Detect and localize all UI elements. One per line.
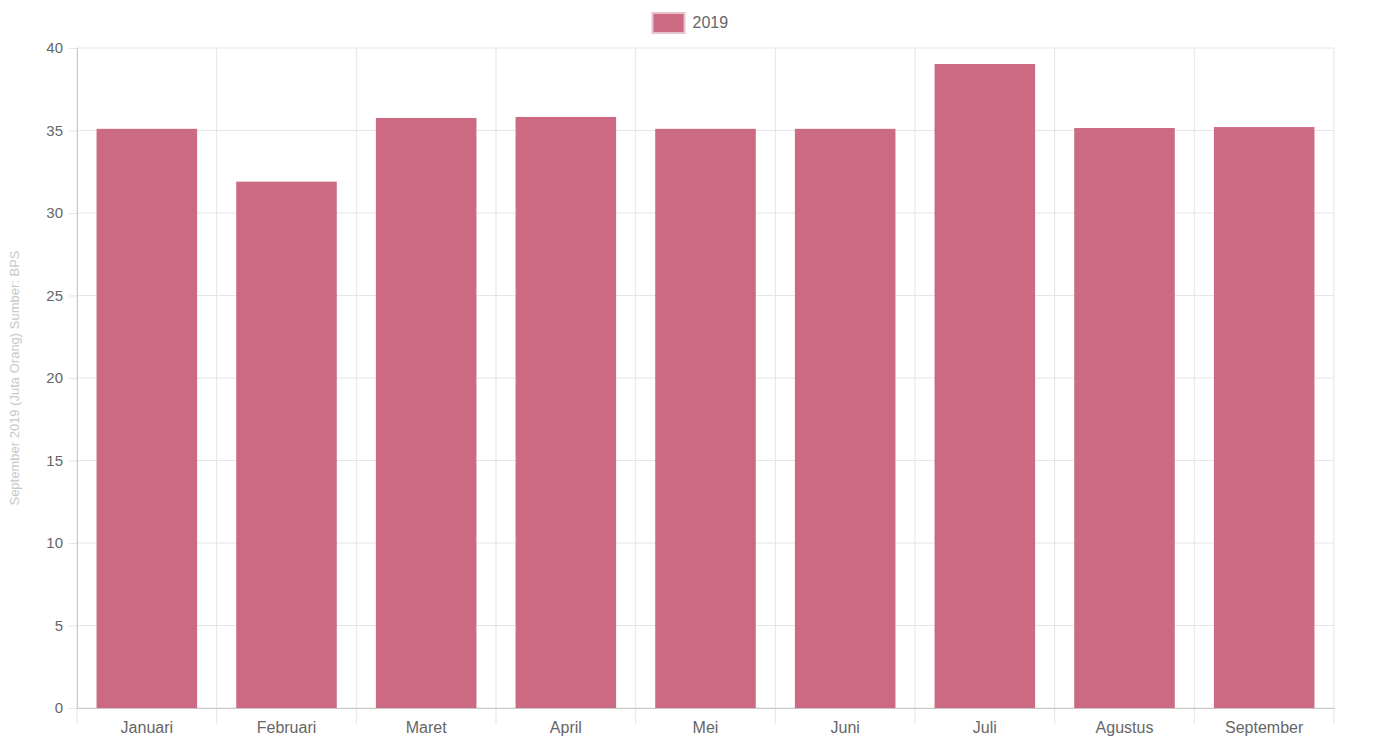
category-grid-line — [216, 48, 217, 724]
category-grid-line — [496, 48, 497, 724]
bar — [236, 182, 337, 708]
legend-label: 2019 — [693, 14, 729, 31]
y-axis: 0 5 10 15 20 25 30 35 40 — [46, 39, 77, 716]
x-tick: Mei — [693, 708, 719, 736]
x-tick: Februari — [257, 708, 317, 736]
category-grid-line — [1194, 48, 1195, 724]
y-axis-line — [77, 49, 78, 709]
category-grid-line — [1054, 48, 1055, 724]
x-tick-label: Februari — [257, 719, 317, 736]
y-grid — [77, 48, 1334, 708]
bar — [1074, 128, 1175, 708]
bar — [97, 129, 198, 708]
category-grid-line — [635, 48, 636, 724]
category-grid-line — [77, 48, 78, 724]
y-tick: 25 — [46, 287, 77, 304]
grid-line — [77, 48, 1334, 49]
chart: 0 5 10 15 20 25 30 35 40 Januari Februari Maret Apri… — [0, 0, 1381, 750]
x-tick: Juni — [830, 708, 859, 736]
plot: 0 5 10 15 20 25 30 35 40 Januari Februari Maret Apri… — [46, 39, 1334, 736]
y-tick-label: 15 — [46, 452, 63, 469]
category-grid-line — [356, 48, 357, 724]
bar — [1214, 127, 1315, 708]
y-tick-label: 0 — [55, 699, 63, 716]
y-tick: 5 — [55, 617, 77, 634]
y-tick-label: 10 — [46, 534, 63, 551]
y-tick-label: 40 — [46, 39, 63, 56]
category-grid-line — [915, 48, 916, 724]
y-tick-mark — [69, 48, 77, 49]
x-tick-label: September — [1225, 719, 1304, 736]
x-tick: Maret — [406, 708, 447, 736]
y-tick-mark — [69, 543, 77, 544]
legend-item[interactable]: 2019 — [653, 13, 729, 33]
y-axis-title: September 2019 (Juta Orang) Sumber: BPS — [7, 250, 22, 505]
y-tick-mark — [69, 131, 77, 132]
y-tick-mark — [69, 213, 77, 214]
x-tick: September — [1225, 708, 1304, 736]
y-tick-label: 5 — [55, 617, 63, 634]
x-axis-line — [78, 708, 1335, 709]
bar — [516, 117, 617, 708]
y-tick: 0 — [55, 699, 77, 716]
y-tick-label: 30 — [46, 204, 63, 221]
x-tick: April — [550, 708, 582, 736]
x-tick-label: Maret — [406, 719, 447, 736]
y-tick-label: 35 — [46, 122, 63, 139]
x-axis: Januari Februari Maret April Mei Juni Juli Agus… — [78, 708, 1335, 736]
y-tick-mark — [69, 296, 77, 297]
legend-swatch — [653, 13, 685, 33]
y-tick-mark — [69, 461, 77, 462]
y-tick: 10 — [46, 534, 77, 551]
x-tick: Januari — [121, 708, 173, 736]
x-tick-label: Januari — [121, 719, 173, 736]
y-tick-label: 25 — [46, 287, 63, 304]
bar — [795, 129, 896, 708]
x-grid — [77, 48, 1334, 724]
y-tick-label: 20 — [46, 369, 63, 386]
y-tick: 35 — [46, 122, 77, 139]
x-tick-label: Mei — [693, 719, 719, 736]
y-tick-mark — [69, 378, 77, 379]
y-tick: 15 — [46, 452, 77, 469]
x-tick-label: Juni — [830, 719, 859, 736]
y-tick-mark — [69, 626, 77, 627]
x-tick-label: Agustus — [1096, 719, 1154, 736]
y-tick: 40 — [46, 39, 77, 56]
bar — [376, 118, 477, 708]
category-grid-line — [1334, 48, 1335, 724]
y-tick: 30 — [46, 204, 77, 221]
y-tick: 20 — [46, 369, 77, 386]
bar — [655, 129, 756, 708]
category-grid-line — [775, 48, 776, 724]
x-tick-label: April — [550, 719, 582, 736]
x-tick: Juli — [973, 708, 997, 736]
legend: 2019 — [653, 13, 729, 33]
y-tick-mark — [69, 708, 77, 709]
bars — [97, 64, 1315, 708]
bar — [935, 64, 1036, 708]
x-tick: Agustus — [1096, 708, 1154, 736]
x-tick-label: Juli — [973, 719, 997, 736]
